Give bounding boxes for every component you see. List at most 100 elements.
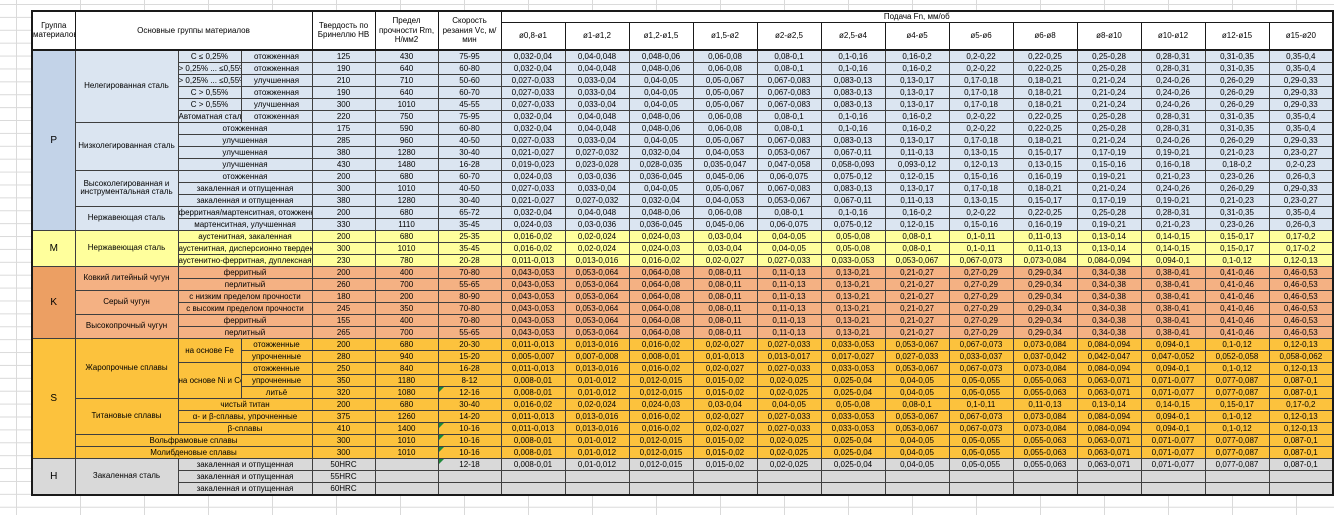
hardness-cell[interactable]: 300 <box>311 241 376 255</box>
feed-cell[interactable]: 0,08-0,1 <box>756 49 822 63</box>
feed-cell[interactable]: 0,08-0,1 <box>756 121 822 135</box>
strength-cell[interactable]: 1010 <box>374 433 439 447</box>
cutting-speed-cell[interactable] <box>437 469 502 483</box>
feed-cell[interactable]: 0,11-0,13 <box>756 301 822 315</box>
material-label-cell[interactable]: Вольфрамовые сплавы <box>74 433 313 447</box>
feed-cell[interactable]: 0,053-0,067 <box>884 337 950 351</box>
cutting-speed-cell[interactable]: 70-80 <box>437 301 502 315</box>
feed-cell[interactable]: 0,16-0,18 <box>1140 157 1206 171</box>
feed-cell[interactable]: 0,032-0,04 <box>500 61 566 75</box>
hardness-cell[interactable]: 200 <box>311 265 376 279</box>
feed-cell[interactable]: 0,025-0,04 <box>820 373 886 387</box>
feed-cell[interactable]: 0,087-0,1 <box>1268 373 1334 387</box>
feed-cell[interactable]: 0,23-0,26 <box>1204 169 1270 183</box>
feed-cell[interactable]: 0,18-0,21 <box>1012 85 1078 99</box>
feed-cell[interactable]: 0,067-0,073 <box>948 361 1014 375</box>
feed-cell[interactable]: 0,24-0,26 <box>1140 97 1206 111</box>
feed-cell[interactable]: 0,03-0,04 <box>692 397 758 411</box>
feed-cell[interactable]: 0,12-0,13 <box>1268 361 1334 375</box>
hardness-cell[interactable]: 300 <box>311 445 376 459</box>
feed-cell[interactable]: 0,41-0,46 <box>1204 301 1270 315</box>
feed-cell[interactable]: 0,1-0,16 <box>820 205 886 219</box>
feed-cell[interactable]: 0,025-0,04 <box>820 445 886 459</box>
feed-cell[interactable]: 0,021-0,027 <box>500 193 566 207</box>
feed-cell[interactable]: 0,11-0,13 <box>756 325 822 339</box>
feed-cell[interactable]: 0,21-0,24 <box>1076 85 1142 99</box>
feed-cell[interactable]: 0,17-0,18 <box>948 85 1014 99</box>
feed-cell[interactable]: 0,21-0,24 <box>1076 73 1142 87</box>
feed-cell[interactable]: 0,032-0,04 <box>500 109 566 123</box>
strength-cell[interactable] <box>374 457 439 471</box>
feed-cell[interactable]: 0,02-0,025 <box>756 457 822 471</box>
feed-cell[interactable]: 0,011-0,013 <box>500 421 566 435</box>
strength-cell[interactable]: 1110 <box>374 217 439 231</box>
feed-cell[interactable]: 0,008-0,01 <box>500 385 566 399</box>
feed-cell[interactable]: 0,027-0,032 <box>564 145 630 159</box>
feed-cell[interactable]: 0,094-0,1 <box>1140 409 1206 423</box>
strength-cell[interactable]: 680 <box>374 397 439 411</box>
feed-cell[interactable]: 0,11-0,13 <box>1012 241 1078 255</box>
feed-cell[interactable]: 0,25-0,28 <box>1076 49 1142 63</box>
feed-cell[interactable]: 0,05-0,055 <box>948 373 1014 387</box>
feed-cell[interactable]: 0,26-0,3 <box>1268 217 1334 231</box>
feed-cell[interactable]: 0,13-0,17 <box>884 181 950 195</box>
feed-cell[interactable]: 0,013-0,016 <box>564 337 630 351</box>
feed-cell[interactable]: 0,019-0,023 <box>500 157 566 171</box>
feed-cell[interactable]: 0,077-0,087 <box>1204 457 1270 471</box>
hardness-cell[interactable]: 410 <box>311 421 376 435</box>
hardness-cell[interactable]: 180 <box>311 289 376 303</box>
feed-cell[interactable]: 0,02-0,025 <box>756 433 822 447</box>
hardness-cell[interactable]: 220 <box>311 109 376 123</box>
material-label-cell[interactable]: Низколегированная сталь <box>74 121 179 171</box>
feed-cell[interactable] <box>692 469 758 483</box>
feed-cell[interactable]: 0,22-0,25 <box>1012 121 1078 135</box>
feed-cell[interactable]: 0,08-0,11 <box>692 313 758 327</box>
strength-cell[interactable]: 1080 <box>374 385 439 399</box>
cutting-speed-cell[interactable]: 8-12 <box>437 373 502 387</box>
feed-cell[interactable]: 0,027-0,032 <box>564 193 630 207</box>
feed-cell[interactable]: 0,15-0,17 <box>1012 145 1078 159</box>
feed-cell[interactable]: 0,064-0,08 <box>628 301 694 315</box>
feed-cell[interactable]: 0,24-0,26 <box>1140 133 1206 147</box>
material-label-cell[interactable]: на основе Fe <box>177 337 242 363</box>
feed-cell[interactable]: 0,25-0,28 <box>1076 61 1142 75</box>
feed-cell[interactable]: 0,053-0,067 <box>884 409 950 423</box>
hardness-cell[interactable]: 375 <box>311 409 376 423</box>
feed-cell[interactable]: 0,032-0,04 <box>500 121 566 135</box>
feed-cell[interactable]: 0,094-0,1 <box>1140 361 1206 375</box>
header-brinell-hardness[interactable]: Твердость по Бринеллю HB <box>311 10 376 50</box>
feed-cell[interactable]: 0,067-0,073 <box>948 409 1014 423</box>
feed-cell[interactable]: 0,34-0,38 <box>1076 289 1142 303</box>
feed-cell[interactable]: 0,1-0,16 <box>820 121 886 135</box>
material-label-cell[interactable]: на основе Ni и Co <box>177 361 242 399</box>
hardness-cell[interactable]: 200 <box>311 337 376 351</box>
feed-cell[interactable]: 0,04-0,05 <box>884 457 950 471</box>
feed-cell[interactable]: 0,025-0,04 <box>820 433 886 447</box>
feed-cell[interactable] <box>1204 469 1270 483</box>
feed-cell[interactable]: 0,071-0,077 <box>1140 457 1206 471</box>
feed-cell[interactable]: 0,053-0,064 <box>564 265 630 279</box>
material-label-cell[interactable]: отожженная <box>240 49 313 63</box>
feed-cell[interactable]: 0,08-0,11 <box>692 289 758 303</box>
strength-cell[interactable]: 640 <box>374 61 439 75</box>
feed-cell[interactable]: 0,1-0,16 <box>820 61 886 75</box>
feed-cell[interactable]: 0,04-0,053 <box>692 193 758 207</box>
material-label-cell[interactable]: Титановые сплавы <box>74 397 179 435</box>
cutting-speed-cell[interactable]: 55-65 <box>437 325 502 339</box>
strength-cell[interactable]: 200 <box>374 289 439 303</box>
material-label-cell[interactable]: β-сплавы <box>177 421 313 435</box>
feed-cell[interactable]: 0,015-0,02 <box>692 457 758 471</box>
feed-cell[interactable]: 0,042-0,047 <box>1076 349 1142 363</box>
feed-cell[interactable]: 0,083-0,13 <box>820 85 886 99</box>
feed-cell[interactable]: 0,38-0,41 <box>1140 265 1206 279</box>
feed-cell[interactable]: 0,28-0,31 <box>1140 109 1206 123</box>
header-cutting-speed[interactable]: Скорость резания Vc, м/мин <box>437 10 502 50</box>
feed-cell[interactable]: 0,34-0,38 <box>1076 313 1142 327</box>
feed-cell[interactable] <box>1012 469 1078 483</box>
feed-cell[interactable]: 0,11-0,13 <box>1012 229 1078 243</box>
feed-cell[interactable]: 0,21-0,24 <box>1076 181 1142 195</box>
feed-cell[interactable]: 0,055-0,063 <box>1012 433 1078 447</box>
material-label-cell[interactable]: отожженная <box>177 169 313 183</box>
feed-cell[interactable]: 0,17-0,19 <box>1076 193 1142 207</box>
feed-cell[interactable]: 0,024-0,03 <box>628 241 694 255</box>
